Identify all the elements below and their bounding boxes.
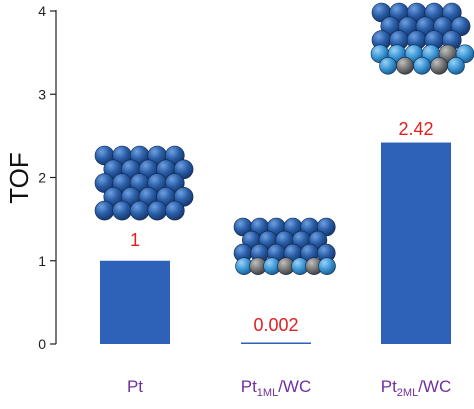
atom [318, 257, 336, 275]
y-tick-label: 4 [38, 3, 46, 19]
y-tick-label: 0 [38, 336, 46, 352]
category-label: Pt1ML/WC [241, 377, 312, 399]
y-tick-label: 3 [38, 86, 46, 102]
atom [447, 57, 465, 75]
category-label-group: Pt Pt1ML/WC Pt2ML/WC [127, 377, 451, 399]
category-label-subscript: 2ML [397, 387, 418, 399]
pt-surface-model [94, 145, 194, 221]
bar-value-label: 2.42 [398, 119, 433, 139]
atom [112, 200, 132, 221]
atom [147, 200, 168, 221]
category-label-main: Pt [381, 377, 397, 396]
bar-value-label: 0.002 [253, 315, 298, 335]
bar [100, 260, 170, 344]
category-label-main: Pt [241, 377, 257, 396]
y-tick-group: 0 1 2 3 4 [38, 3, 56, 352]
atom [413, 57, 431, 75]
y-axis-title: TOF [4, 152, 34, 204]
atom [430, 57, 448, 75]
pt1ml-wc-surface-model [233, 217, 336, 275]
bar-group [100, 142, 451, 344]
bar-value-label: 1 [130, 230, 140, 250]
atom [94, 200, 115, 221]
category-label-main: Pt [127, 377, 143, 396]
category-label-suffix: /WC [278, 377, 311, 396]
atom [165, 200, 185, 221]
y-tick-label: 2 [38, 170, 46, 186]
pt2ml-wc-surface-model [370, 2, 474, 75]
y-axis: 0 1 2 3 4 [38, 3, 57, 352]
category-label-subscript: 1ML [257, 387, 278, 399]
atom [379, 57, 397, 75]
category-label-suffix: /WC [418, 377, 451, 396]
value-label-group: 1 0.002 2.42 [130, 119, 434, 335]
y-tick-label: 1 [38, 253, 46, 269]
atom [396, 57, 414, 75]
category-label: Pt [127, 377, 143, 396]
category-label: Pt2ML/WC [381, 377, 452, 399]
bar [381, 142, 451, 344]
atom [129, 200, 150, 221]
bar [241, 342, 311, 344]
